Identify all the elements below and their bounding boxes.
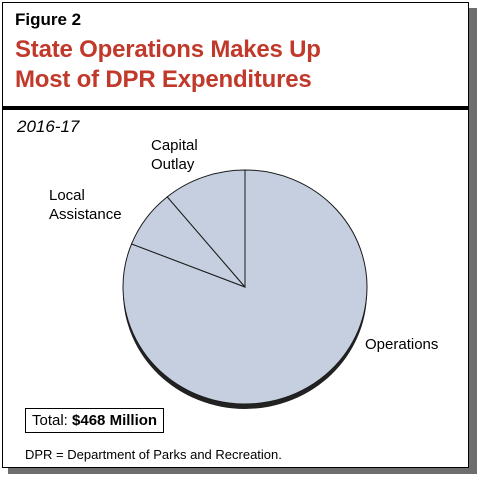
pie-slice-operations [122,169,368,405]
total-label: Total: [32,412,68,429]
total-value: $468 Million [72,412,158,429]
slice-label-local-assistance: Local Assistance [49,187,122,223]
footnote: DPR = Department of Parks and Recreation… [25,447,282,462]
figure-label: Figure 2 [15,10,82,29]
chart-title-line-2: Most of DPR Expenditures [15,66,312,93]
total-box: Total: $468 Million [25,408,165,433]
pie-slice-capital-outlay [166,169,246,289]
pie-chart: Operations Local Assistance Capital Outlay [49,137,438,409]
chart-title: State Operations Makes Up Most of DPR Ex… [15,35,321,95]
slice-label-capital-outlay: Capital Outlay [151,137,198,173]
title-divider [3,106,468,110]
slice-label-operations: Operations [365,336,438,353]
chart-subtitle: 2016-17 [17,117,80,136]
figure-frame: Figure 2 State Operations Makes Up Most … [2,2,469,468]
chart-title-line-1: State Operations Makes Up [15,36,321,63]
